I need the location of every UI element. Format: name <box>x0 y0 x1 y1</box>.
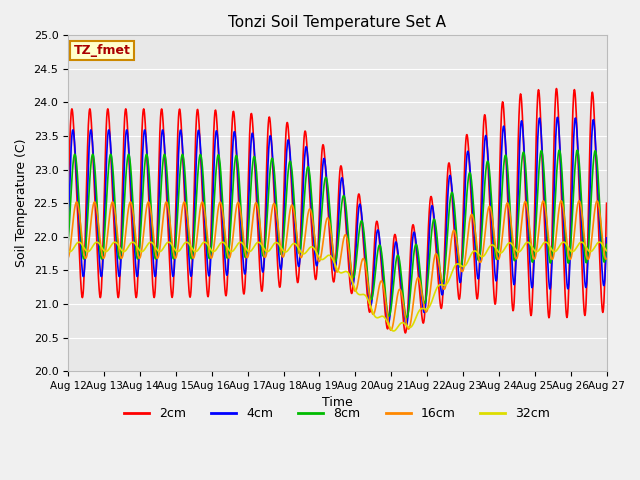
Legend: 2cm, 4cm, 8cm, 16cm, 32cm: 2cm, 4cm, 8cm, 16cm, 32cm <box>120 402 556 425</box>
2cm <box>64 200 72 206</box>
16cm <box>64 255 72 261</box>
8cm <box>171 251 179 256</box>
8cm <box>244 231 252 237</box>
2cm <box>171 242 179 248</box>
16cm <box>557 198 565 204</box>
16cm <box>421 308 429 313</box>
8cm <box>184 220 192 226</box>
32cm <box>539 241 547 247</box>
2cm <box>603 200 611 206</box>
16cm <box>171 255 179 261</box>
2cm <box>184 268 192 274</box>
4cm <box>244 216 252 221</box>
4cm <box>184 237 192 242</box>
4cm <box>403 322 410 328</box>
4cm <box>171 257 179 263</box>
32cm <box>603 248 611 253</box>
2cm <box>539 179 547 185</box>
8cm <box>64 240 72 245</box>
8cm <box>603 241 611 247</box>
Line: 8cm: 8cm <box>68 150 607 318</box>
16cm <box>603 256 611 262</box>
Text: TZ_fmet: TZ_fmet <box>74 44 131 57</box>
32cm <box>171 247 179 252</box>
8cm <box>492 253 499 259</box>
16cm <box>539 198 547 204</box>
16cm <box>387 327 395 333</box>
Line: 4cm: 4cm <box>68 117 607 325</box>
Line: 16cm: 16cm <box>68 201 607 330</box>
32cm <box>244 248 252 254</box>
32cm <box>560 239 568 245</box>
8cm <box>539 156 547 161</box>
X-axis label: Time: Time <box>322 396 353 409</box>
32cm <box>184 240 192 246</box>
32cm <box>492 245 499 251</box>
4cm <box>554 114 561 120</box>
32cm <box>64 248 72 253</box>
4cm <box>64 231 72 237</box>
4cm <box>603 235 611 241</box>
2cm <box>401 330 409 336</box>
8cm <box>403 315 411 321</box>
2cm <box>421 305 429 311</box>
8cm <box>421 300 429 305</box>
2cm <box>552 85 560 91</box>
4cm <box>421 307 429 312</box>
Line: 32cm: 32cm <box>68 242 607 331</box>
16cm <box>244 253 252 259</box>
Line: 2cm: 2cm <box>68 88 607 333</box>
Y-axis label: Soil Temperature (C): Soil Temperature (C) <box>15 139 28 267</box>
32cm <box>421 306 429 312</box>
4cm <box>539 164 547 169</box>
Title: Tonzi Soil Temperature Set A: Tonzi Soil Temperature Set A <box>228 15 446 30</box>
4cm <box>492 276 499 281</box>
16cm <box>184 218 192 224</box>
2cm <box>492 301 499 307</box>
8cm <box>556 147 563 153</box>
2cm <box>244 181 252 187</box>
16cm <box>492 243 499 249</box>
32cm <box>390 328 397 334</box>
